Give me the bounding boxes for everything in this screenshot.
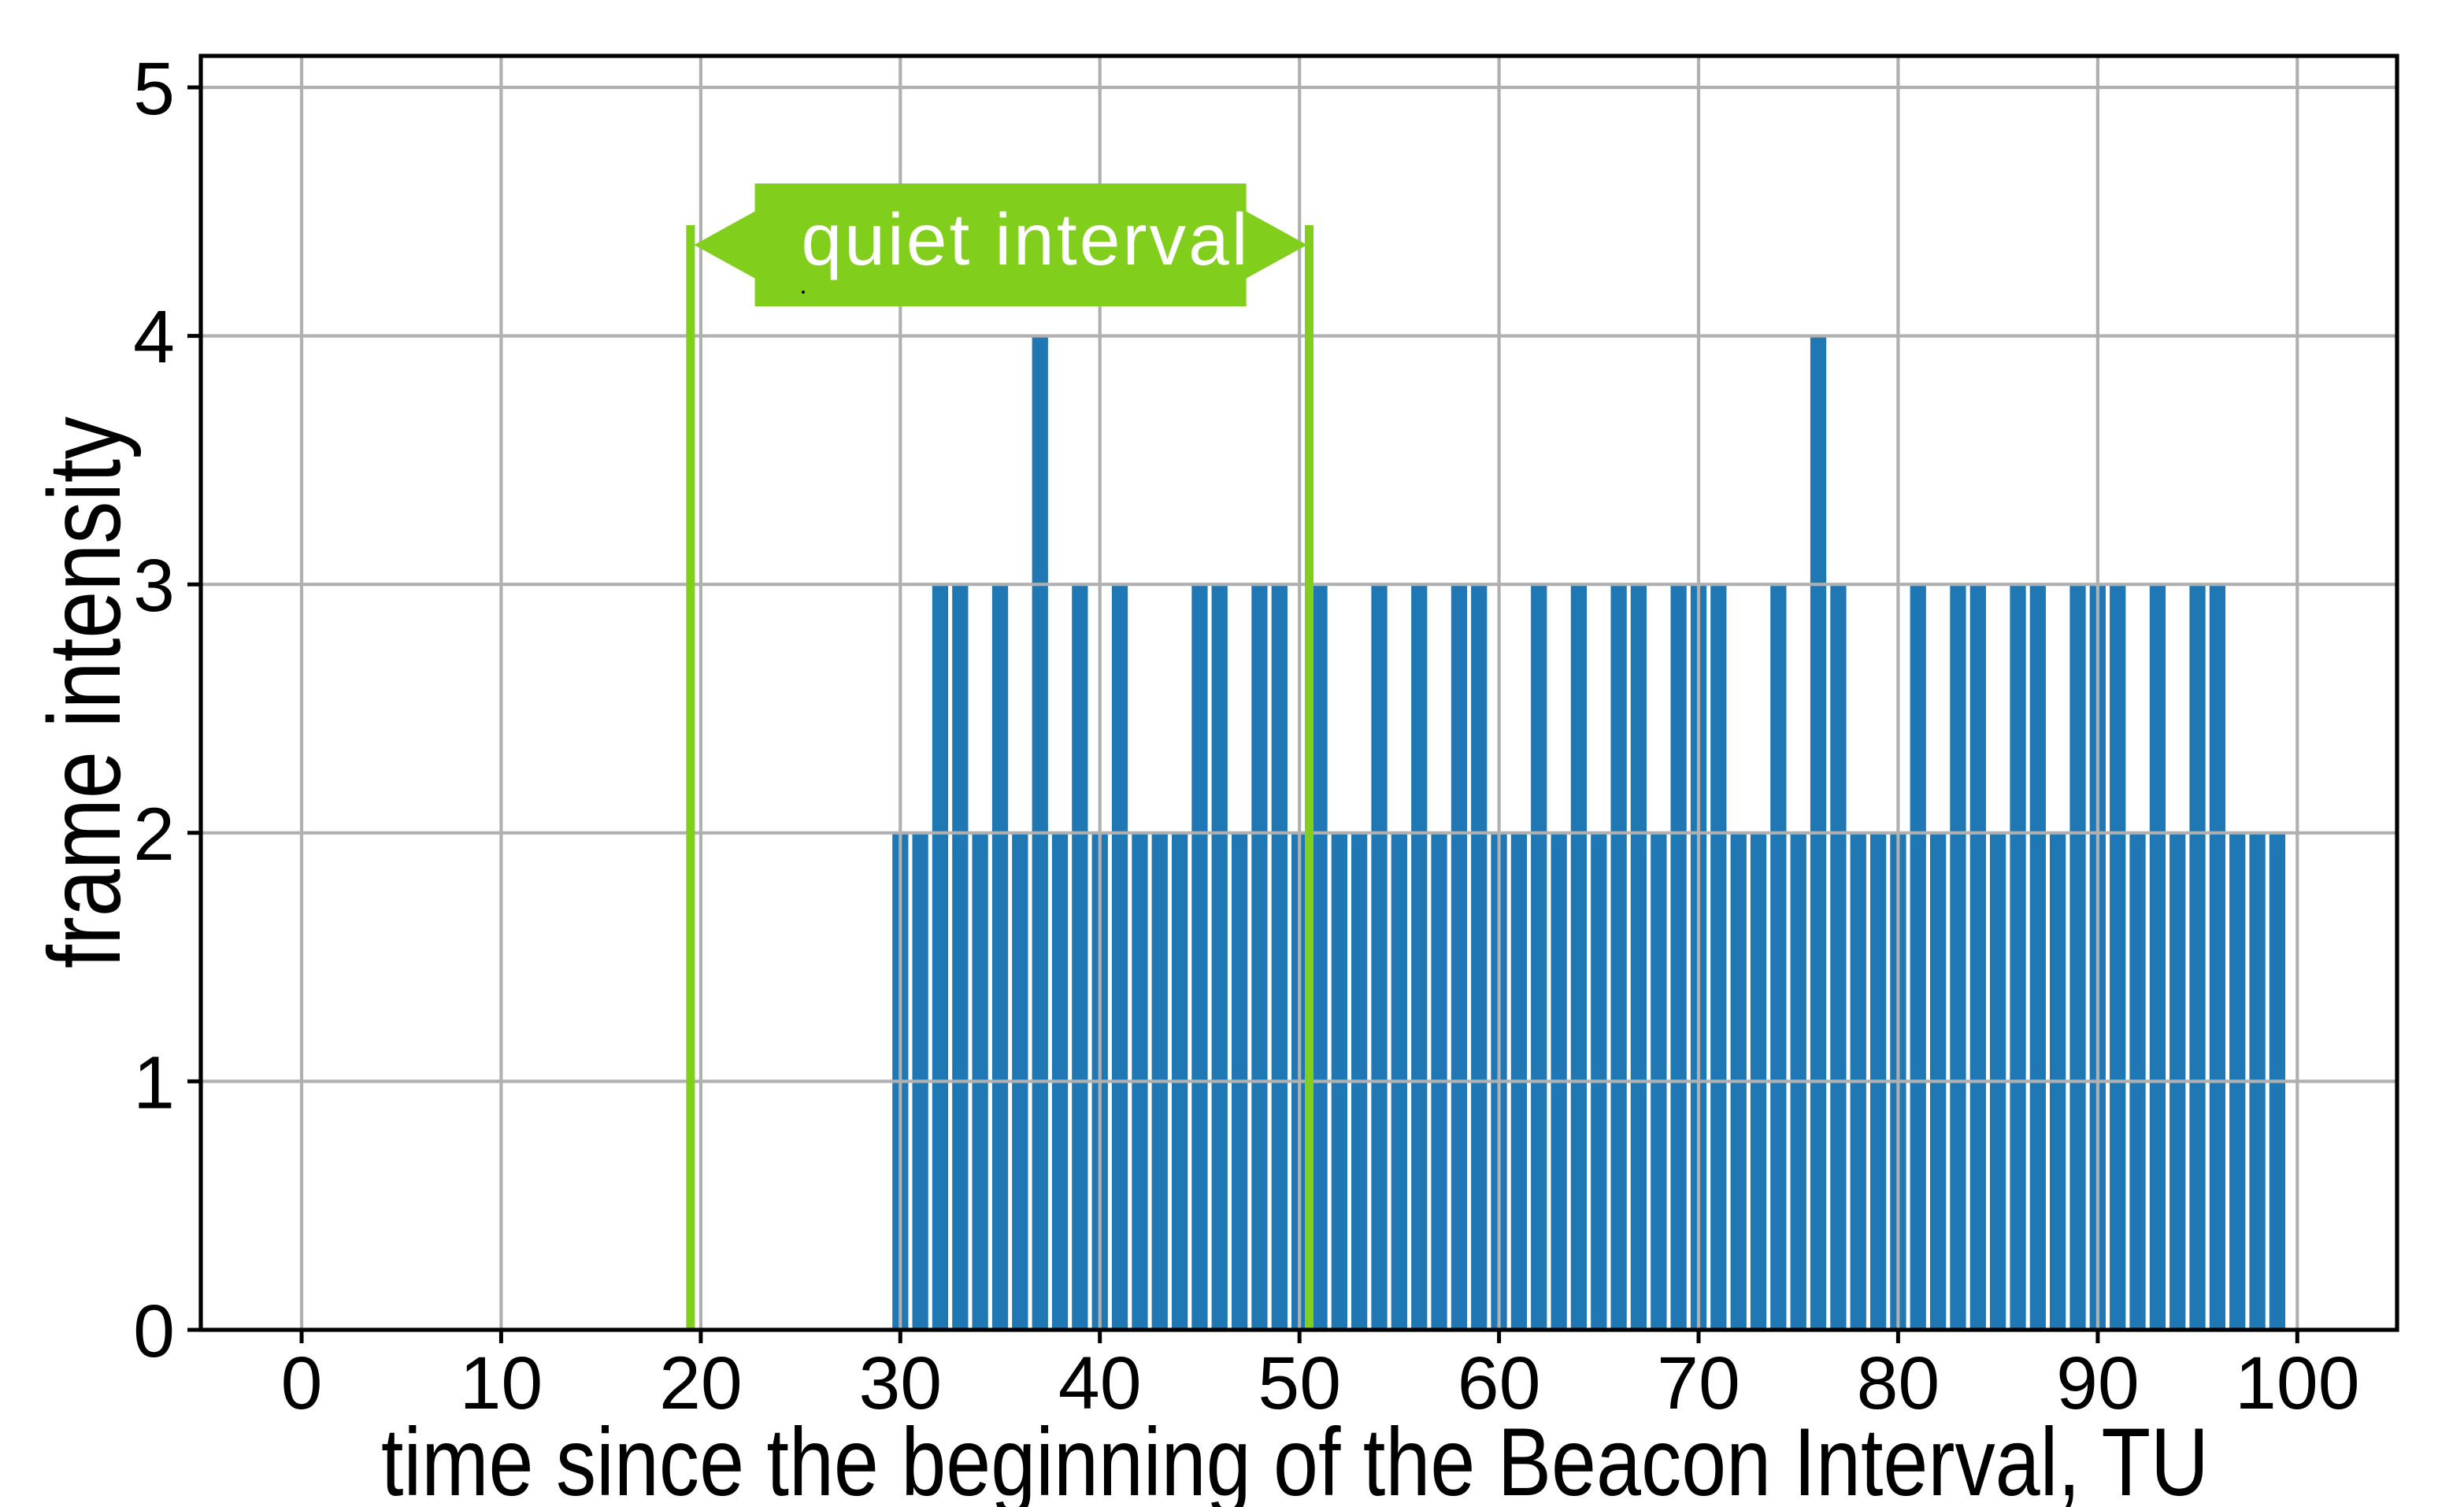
svg-text:20: 20 — [659, 1342, 743, 1425]
svg-text:30: 30 — [858, 1342, 942, 1425]
svg-text:5: 5 — [133, 47, 175, 131]
svg-text:frame intensity: frame intensity — [28, 417, 142, 968]
svg-text:0: 0 — [133, 1290, 175, 1373]
svg-text:10: 10 — [460, 1342, 543, 1425]
svg-text:80: 80 — [1857, 1342, 1940, 1425]
svg-text:0: 0 — [281, 1342, 323, 1425]
svg-text:quiet interval: quiet interval — [802, 198, 1248, 280]
svg-text:time since the beginning of th: time since the beginning of the Beacon I… — [381, 1408, 2209, 1507]
svg-text:50: 50 — [1258, 1342, 1341, 1425]
svg-text:4: 4 — [133, 296, 175, 380]
svg-text:60: 60 — [1458, 1342, 1541, 1425]
svg-text:1: 1 — [133, 1041, 175, 1124]
svg-text:3: 3 — [133, 544, 175, 628]
svg-text:90: 90 — [2056, 1342, 2140, 1425]
svg-text:40: 40 — [1058, 1342, 1142, 1425]
svg-text:70: 70 — [1657, 1342, 1740, 1425]
svg-text:2: 2 — [133, 793, 175, 876]
svg-text:100: 100 — [2235, 1342, 2360, 1425]
